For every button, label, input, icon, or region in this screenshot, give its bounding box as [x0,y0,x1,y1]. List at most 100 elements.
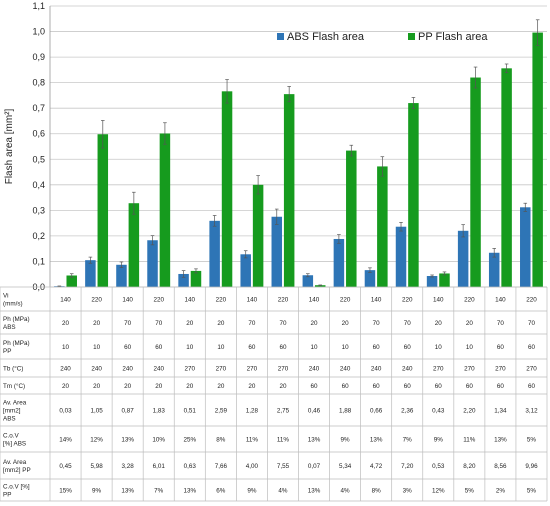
table-cell: 8,20 [463,463,476,470]
table-cell: 5,98 [90,463,103,470]
table-cell: 20 [248,383,256,390]
table-cell: 0,53 [432,463,445,470]
table-cell: 220 [153,296,164,303]
table-cell: 20 [93,383,101,390]
y-tick-label: 0,7 [32,103,45,113]
table-cell: 9% [92,487,102,494]
table-cell: 270 [495,365,506,372]
table-cell: 70 [528,320,536,327]
bar [395,226,407,287]
table-cell: 220 [216,296,227,303]
table-cell: 70 [155,320,163,327]
table-cell: 60 [497,383,505,390]
table-cell: 270 [216,365,227,372]
table-cell: 20 [466,320,474,327]
table-cell: 2,36 [401,407,414,414]
table-cell: 270 [464,365,475,372]
table-cell: 13% [308,487,321,494]
table-cell: 270 [247,365,258,372]
bar [314,285,326,287]
table-cell: 25% [183,436,196,443]
table-cell: 4% [341,487,351,494]
bar [377,166,388,287]
table-cell: 20 [186,320,194,327]
table-cell: 70 [497,320,505,327]
table-cell: 13% [121,487,134,494]
table-cell: 60 [124,344,132,351]
table-cell: 60 [404,383,412,390]
table-cell: 140 [122,296,133,303]
table-cell: 4% [278,487,288,494]
table-cell: 60 [497,344,505,351]
table-cell: 60 [248,344,256,351]
table-row-label: Ph (MPa) PP [3,340,30,355]
table-cell: 60 [279,344,287,351]
bar [190,270,202,287]
table-cell: 6% [216,487,226,494]
table-cell: 140 [185,296,196,303]
bar [252,184,264,287]
table-cell: 240 [402,365,413,372]
table-row-label: Av. Area [mm2] ABS [3,399,27,422]
y-tick-label: 0,3 [32,205,45,215]
bar [470,77,481,287]
table-cell: 60 [155,344,163,351]
bar [283,94,295,287]
legend-label: PP Flash area [418,31,488,43]
bar [364,270,376,287]
table-cell: 60 [528,383,536,390]
table-row-label: Vi (mm/s) [3,292,23,307]
table-cell: 13% [308,436,321,443]
table-cell: 70 [124,320,132,327]
bar [520,207,531,287]
table-cell: 9,96 [525,463,538,470]
table-cell: 220 [464,296,475,303]
table-cell: 7% [154,487,164,494]
table-cell: 1,34 [494,407,507,414]
bar [128,203,140,287]
table-cell: 220 [91,296,102,303]
table-cell: 0,43 [432,407,445,414]
bar [532,32,543,287]
table-cell: 20 [435,320,443,327]
table-cell: 10 [186,344,194,351]
table-cell: 240 [153,365,164,372]
y-tick-label: 1,1 [32,1,45,11]
table-row-label: C.o.V [%] PP [3,483,30,498]
table-cell: 9% [247,487,257,494]
table-cell: 13% [121,436,134,443]
table-cell: 7,66 [215,463,228,470]
table-cell: 4,00 [246,463,259,470]
table-cell: 240 [122,365,133,372]
y-tick-label: 0,1 [32,256,45,266]
table-cell: 20 [62,383,70,390]
bar [302,275,314,287]
table-cell: 1,83 [153,407,166,414]
table-cell: 11% [246,436,259,443]
table-cell: 20 [124,383,132,390]
table-cell: 12% [90,436,103,443]
table-cell: 6,01 [153,463,166,470]
table-cell: 220 [340,296,351,303]
table-cell: 9% [341,436,351,443]
legend-swatch [408,33,415,40]
y-tick-label: 0,2 [32,231,45,241]
table-cell: 240 [91,365,102,372]
table-cell: 60 [373,383,381,390]
table-cell: 270 [278,365,289,372]
bar [240,254,251,287]
y-tick-label: 0,8 [32,78,45,88]
table-cell: 140 [309,296,320,303]
table-cell: 10 [342,344,350,351]
table-cell: 140 [433,296,444,303]
table-cell: 2,59 [215,407,228,414]
table-cell: 20 [62,320,70,327]
bar [221,91,233,288]
table-row-label: Tm (°C) [3,382,25,390]
table-cell: 0,46 [308,407,321,414]
table-cell: 2,75 [277,407,290,414]
table-cell: 8% [216,436,226,443]
table-cell: 60 [435,383,443,390]
table-cell: 8,56 [494,463,507,470]
